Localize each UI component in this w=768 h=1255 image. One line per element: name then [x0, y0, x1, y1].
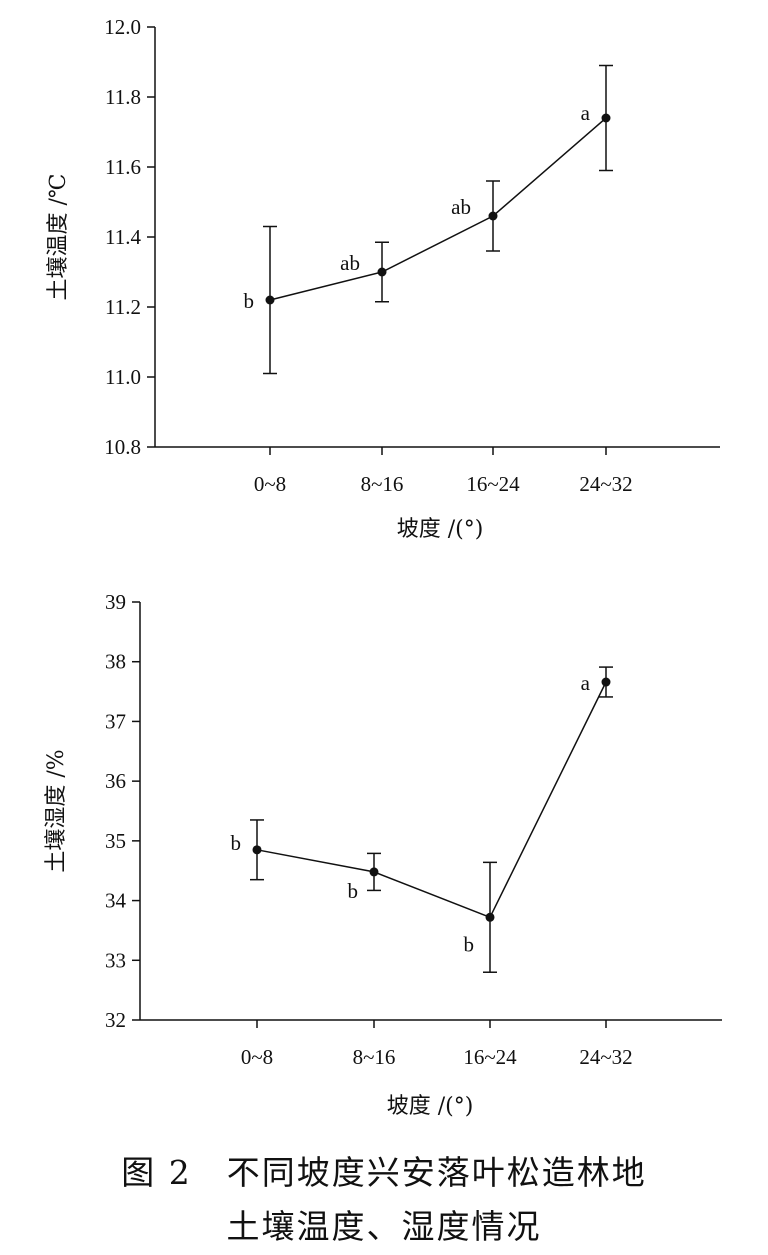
- x-tick-label: 16~24: [466, 472, 520, 496]
- data-point: [377, 267, 387, 277]
- data-point: [369, 867, 379, 877]
- x-tick-label: 0~8: [254, 472, 286, 496]
- y-tick-label: 11.0: [105, 365, 141, 389]
- y-axis-label: 土壤温度 /℃: [46, 173, 71, 300]
- y-tick-label: 34: [105, 889, 127, 913]
- data-point: [601, 113, 611, 123]
- y-tick-label: 11.4: [105, 225, 141, 249]
- y-tick-label: 12.0: [104, 15, 141, 39]
- x-tick-label: 0~8: [241, 1045, 273, 1069]
- series-line: [256, 681, 607, 919]
- significance-label: a: [581, 101, 591, 125]
- y-tick-label: 38: [105, 650, 126, 674]
- significance-label: ab: [451, 195, 471, 219]
- y-tick-label: 35: [105, 829, 126, 853]
- temperature-chart: 10.8 11.0 11.2 11.4 11.6 11.8 12.0 0~8 8~16 16~2…: [46, 15, 720, 542]
- x-tick-label: 16~24: [463, 1045, 517, 1069]
- x-axis-label: 坡度 /(°): [387, 1094, 474, 1119]
- y-tick-label: 32: [105, 1008, 126, 1032]
- y-tick-label: 11.8: [105, 85, 141, 109]
- significance-label: a: [581, 671, 591, 695]
- x-tick-label: 8~16: [353, 1045, 396, 1069]
- x-tick-label: 24~32: [579, 1045, 632, 1069]
- y-axis-label: 土壤湿度 /%: [44, 749, 69, 872]
- data-point: [485, 912, 495, 922]
- y-tick-label: 10.8: [104, 435, 141, 459]
- x-tick-label: 8~16: [361, 472, 404, 496]
- significance-label: b: [464, 932, 475, 956]
- significance-label: b: [348, 879, 359, 903]
- significance-label: b: [244, 289, 255, 313]
- figure-caption-line2: 土壤温度、湿度情况: [226, 1207, 542, 1246]
- data-point: [252, 845, 262, 855]
- significance-label: b: [231, 831, 242, 855]
- y-tick-label: 36: [105, 769, 126, 793]
- y-tick-label: 33: [105, 948, 126, 972]
- y-tick-label: 37: [105, 709, 126, 733]
- x-axis-label: 坡度 /(°): [397, 517, 484, 542]
- series-line: [269, 117, 607, 301]
- x-tick-label: 24~32: [579, 472, 632, 496]
- data-point: [601, 677, 611, 687]
- y-tick-label: 11.6: [105, 155, 141, 179]
- data-point: [265, 295, 275, 305]
- significance-label: ab: [340, 251, 360, 275]
- data-point: [488, 211, 498, 221]
- figure-caption-line1: 图 2 不同坡度兴安落叶松造林地: [121, 1153, 647, 1192]
- y-tick-label: 11.2: [105, 295, 141, 319]
- y-tick-label: 39: [105, 590, 126, 614]
